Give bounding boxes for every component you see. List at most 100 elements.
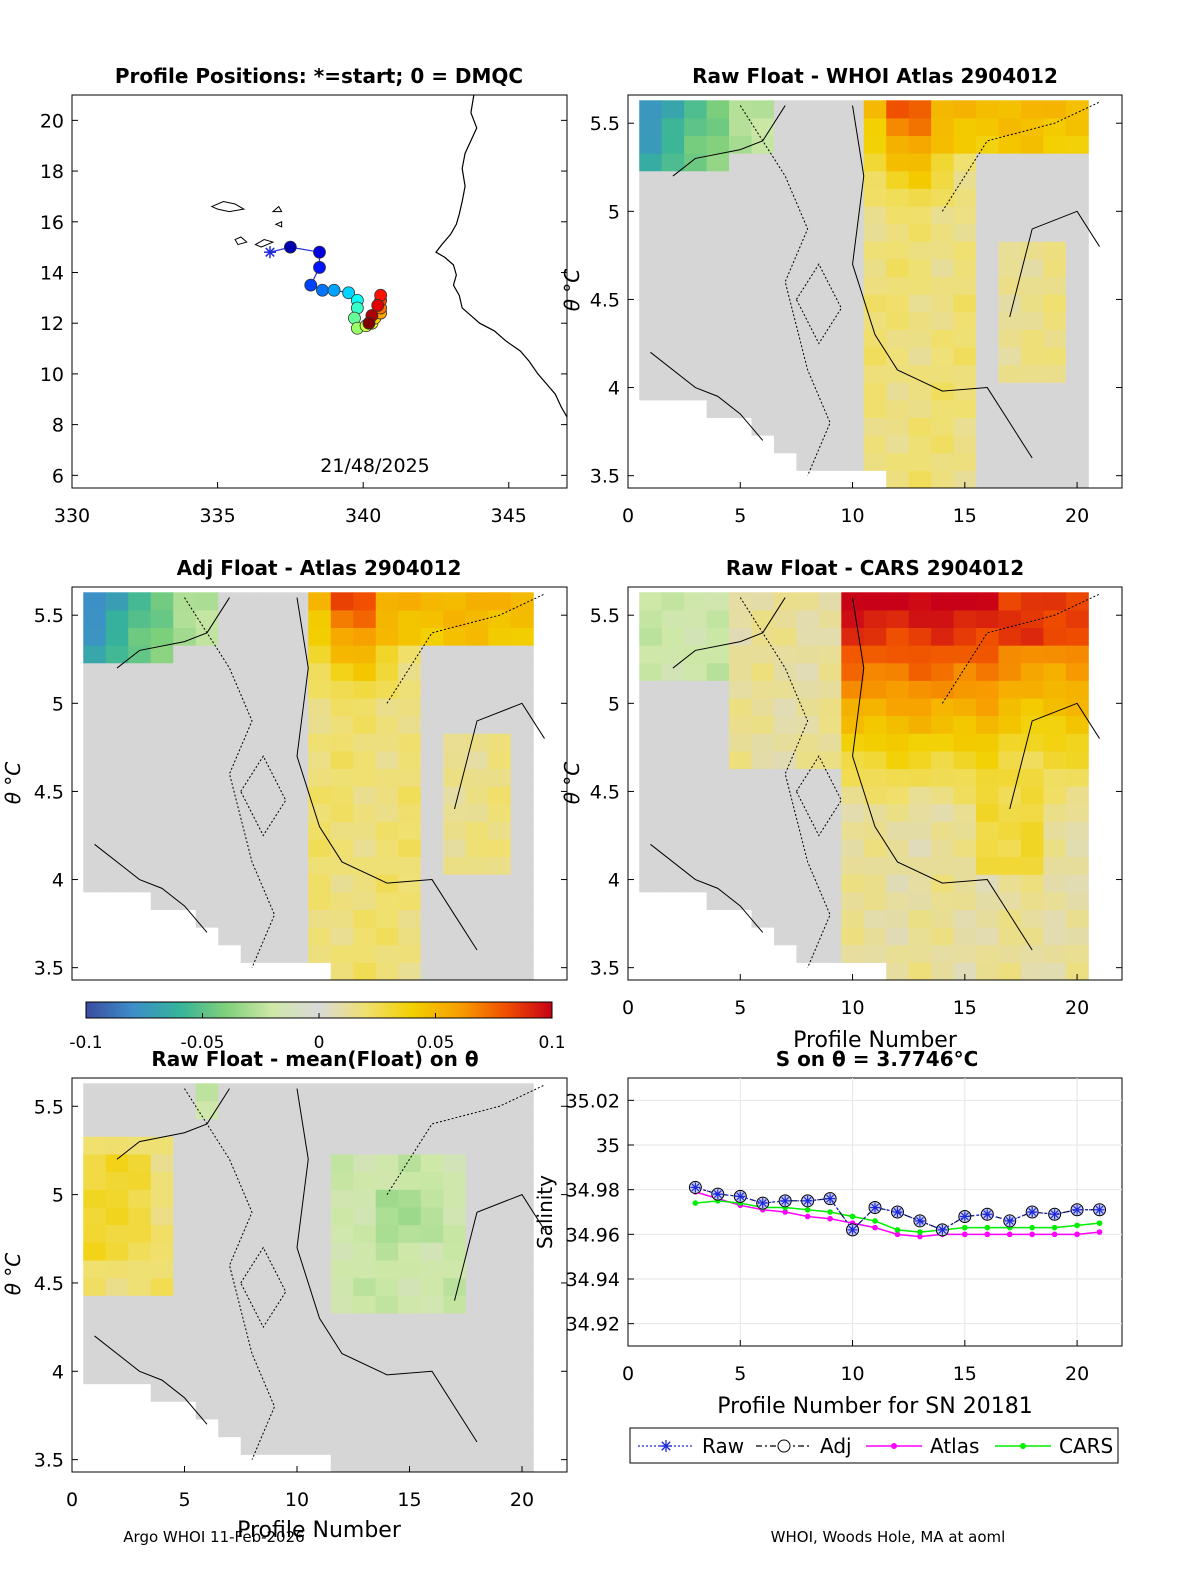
heatmap-cell: [375, 733, 399, 752]
heatmap-cell: [639, 329, 663, 348]
heatmap-cell: [751, 821, 775, 840]
heatmap-cell: [173, 680, 197, 699]
heatmap-cell: [128, 1083, 152, 1102]
heatmap-cell: [420, 698, 444, 717]
heatmap-cell: [128, 627, 152, 646]
y-tick-label: 12: [40, 313, 64, 335]
heatmap-cell: [285, 609, 309, 629]
heatmap-cell: [150, 609, 174, 629]
heatmap-cell: [330, 1136, 354, 1155]
heatmap-cell: [796, 417, 820, 436]
heatmap-cell: [976, 645, 999, 664]
heatmap-cell: [218, 1383, 242, 1402]
heatmap-cell: [420, 1242, 444, 1261]
heatmap-cell: [308, 1259, 332, 1279]
contour-line: [386, 1084, 545, 1195]
point-raw-stroke: [1028, 1208, 1037, 1216]
y-tick-label: 10: [40, 364, 64, 386]
heatmap-cell: [953, 627, 977, 646]
heatmap-cell: [841, 364, 865, 383]
heatmap-cell: [953, 927, 977, 946]
heatmap-cell: [150, 1365, 174, 1385]
heatmap-cell: [729, 347, 752, 366]
heatmap-cell: [1020, 294, 1044, 313]
heatmap-cell: [218, 1348, 242, 1367]
heatmap-cell: [420, 1206, 444, 1226]
contour-line: [296, 597, 478, 951]
heatmap-cell: [998, 170, 1022, 189]
point-raw: [735, 1191, 746, 1202]
heatmap-cell: [729, 258, 752, 278]
heatmap-cell: [1020, 733, 1044, 752]
heatmap-cell: [150, 786, 174, 805]
heatmap-cell: [488, 927, 512, 946]
heatmap-cell: [195, 680, 219, 699]
heatmap-cell: [863, 627, 887, 646]
heatmap-cell: [330, 909, 354, 928]
heatmap-cell: [706, 680, 730, 699]
heatmap-cell: [818, 592, 842, 611]
heatmap-cell: [173, 786, 197, 805]
heatmap-cell: [1065, 927, 1089, 946]
heatmap-cell: [308, 821, 332, 840]
heatmap-cell: [751, 223, 775, 242]
heatmap-cell: [353, 1206, 377, 1226]
heatmap-cell: [353, 821, 377, 840]
heatmap-cell: [639, 206, 663, 225]
heatmap-cell: [729, 891, 752, 911]
heatmap-cell: [308, 1171, 332, 1190]
point-atlas: [1051, 1231, 1058, 1238]
heatmap-cell: [1020, 329, 1044, 348]
heatmap-cell: [443, 1100, 467, 1120]
heatmap-cell: [488, 1171, 512, 1190]
heatmap-cell: [1020, 206, 1044, 225]
heatmap-cell: [240, 1171, 264, 1190]
heatmap-cell: [886, 135, 910, 154]
heatmap-cell: [308, 1436, 332, 1455]
heatmap-cell: [661, 856, 685, 875]
heatmap-cell: [729, 223, 752, 242]
heatmap-cell: [330, 1100, 354, 1120]
heatmap-cell: [353, 1242, 377, 1261]
heatmap-cell: [1065, 294, 1089, 313]
heatmap-cell: [908, 470, 932, 489]
heatmap-cell: [976, 153, 999, 172]
heatmap-cell: [128, 662, 152, 681]
y-tick-label: 35.02: [566, 1090, 620, 1112]
heatmap-cell: [510, 891, 534, 911]
heatmap-cell: [1043, 276, 1067, 295]
heatmap-cell: [308, 680, 332, 699]
point-cars: [962, 1224, 968, 1231]
heatmap-cell: [285, 645, 309, 664]
heatmap-cell: [263, 627, 287, 646]
heatmap-cell: [375, 786, 399, 805]
heatmap-cell: [420, 874, 444, 893]
heatmap-cell: [263, 662, 287, 681]
heatmap-cell: [375, 1171, 399, 1190]
heatmap-cell: [818, 874, 842, 893]
heatmap-cell: [729, 188, 752, 207]
heatmap-cell: [998, 417, 1022, 436]
heatmap-cell: [639, 856, 663, 875]
point-atlas: [1096, 1229, 1103, 1235]
heatmap-cell: [150, 1259, 174, 1279]
heatmap-cell: [150, 821, 174, 840]
heatmap-cell: [83, 609, 107, 629]
heatmap-cell: [1043, 435, 1067, 454]
heatmap-cell: [150, 645, 174, 664]
heatmap-cell: [931, 786, 955, 805]
heatmap-cell: [684, 329, 708, 348]
y-tick-label: 35: [596, 1135, 620, 1157]
heatmap-cell: [841, 347, 865, 366]
heatmap-cell: [706, 100, 730, 119]
heatmap-cell: [863, 311, 887, 330]
point-cars: [1029, 1224, 1035, 1231]
heatmap-cell: [729, 627, 752, 646]
heatmap-cell: [83, 698, 107, 717]
heatmap-cell: [931, 435, 955, 454]
heatmap-cell: [931, 311, 955, 330]
heatmap-cell: [684, 856, 708, 875]
heatmap-cell: [150, 715, 174, 734]
heatmap-cell: [863, 891, 887, 911]
heatmap-cell: [706, 715, 730, 734]
